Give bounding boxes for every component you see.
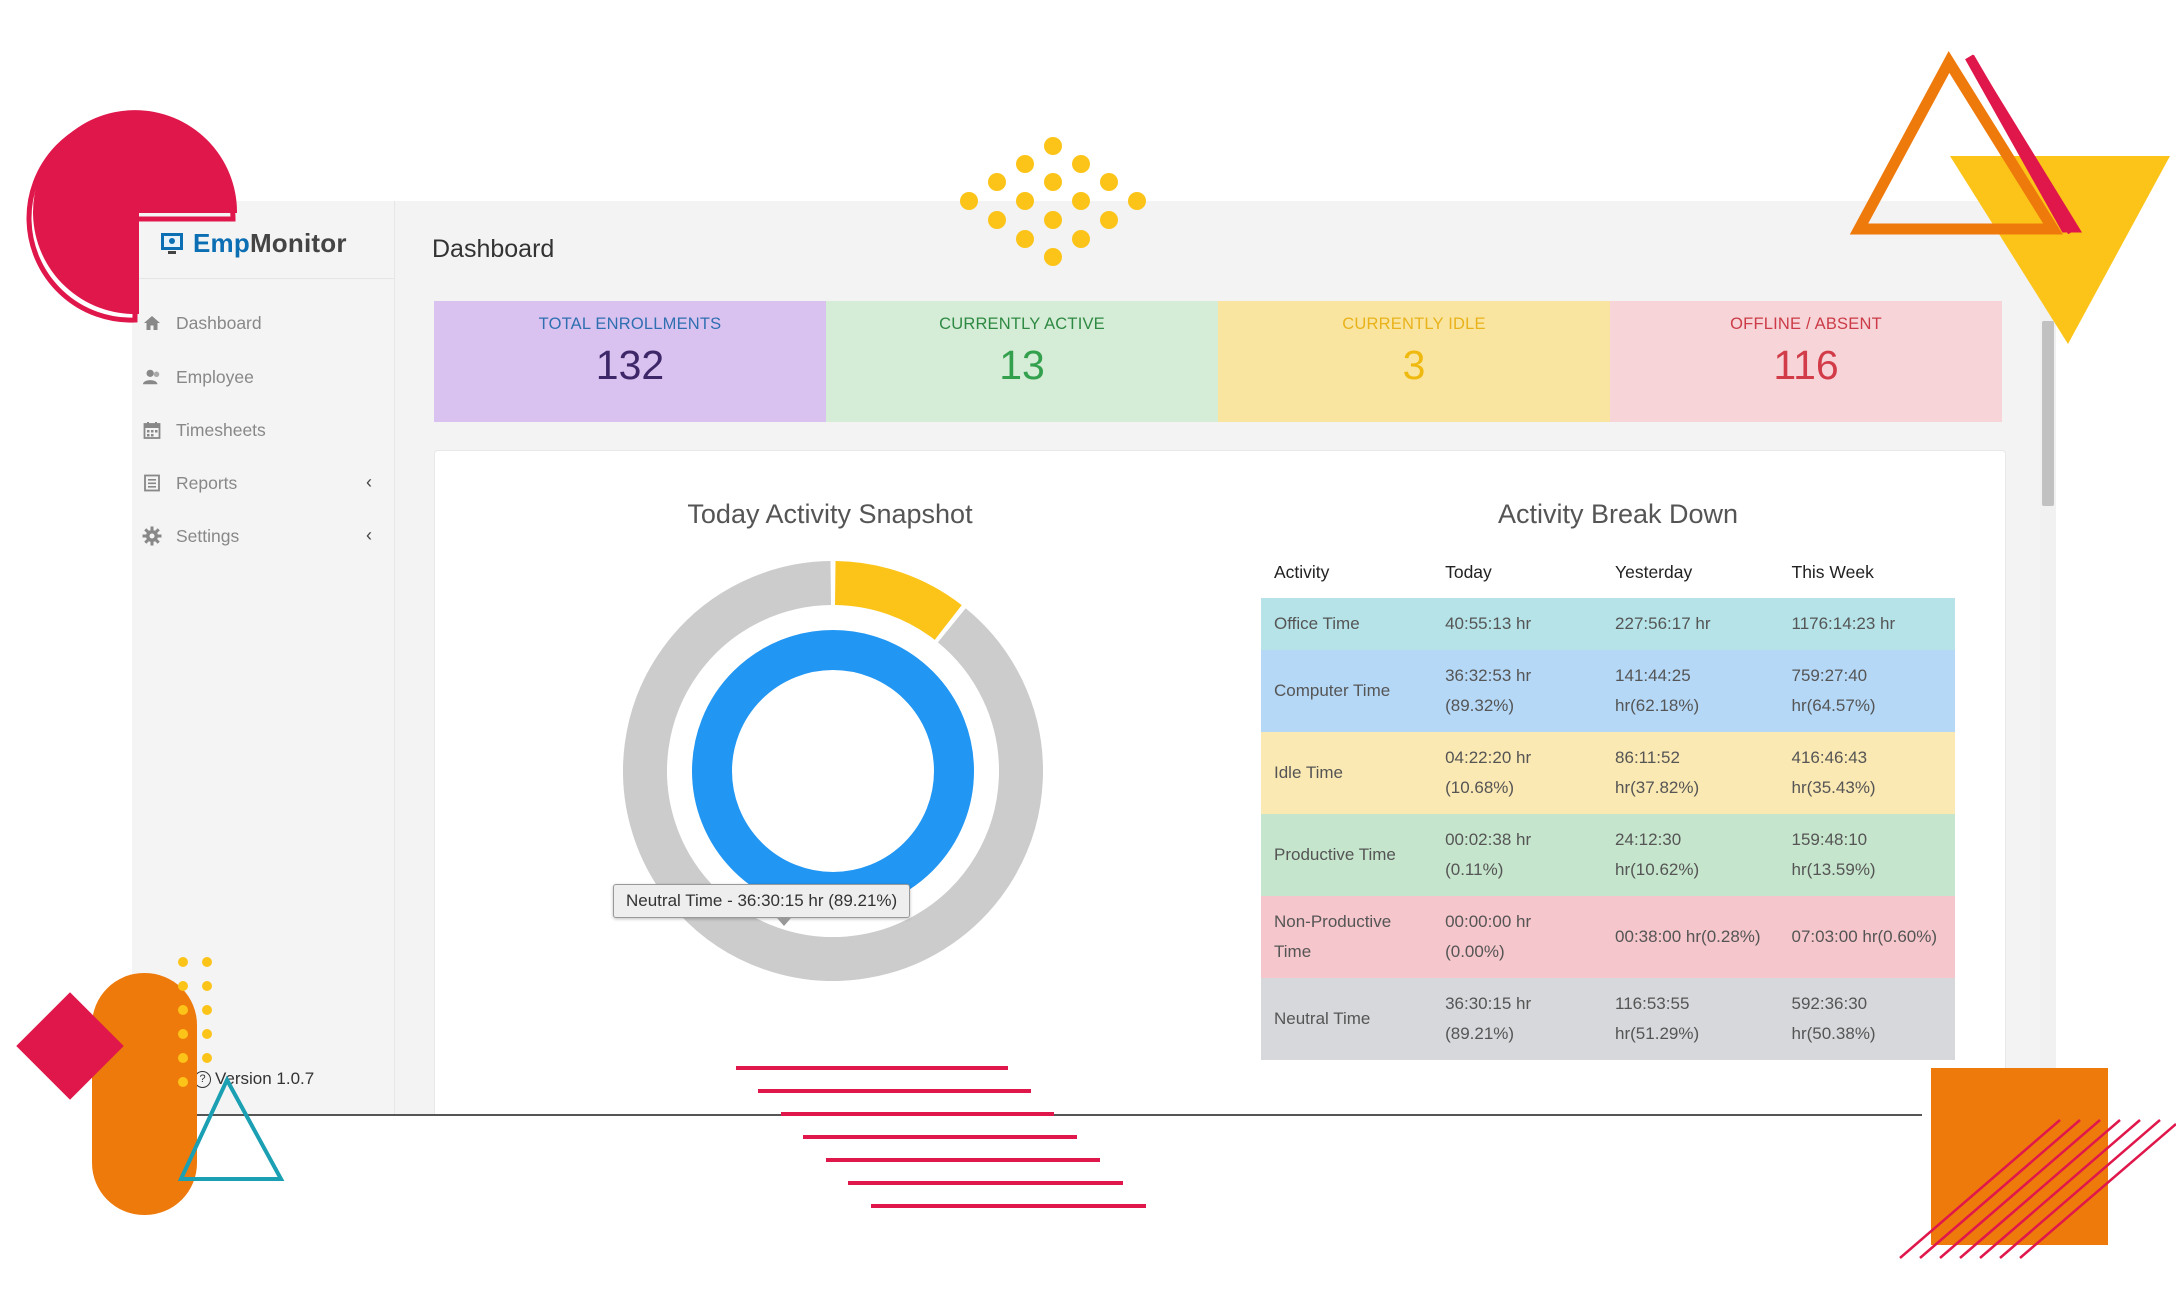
calendar-icon: [142, 420, 162, 440]
activity-panel: Today Activity Snapshot Neutral Time - 3…: [434, 450, 2006, 1115]
table-cell: 00:00:00 hr (0.00%): [1445, 912, 1532, 961]
version-info: ? Version 1.0.7: [194, 1069, 314, 1089]
stat-value: 13: [999, 342, 1045, 388]
scrollbar-thumb[interactable]: [2042, 321, 2054, 506]
sidebar-item-label: Employee: [176, 366, 254, 387]
table-row: Idle Time 04:22:20 hr (10.68%) 86:11:52 …: [1261, 732, 1955, 814]
table-cell: Idle Time: [1274, 763, 1343, 782]
table-cell: 416:46:43 hr(35.43%): [1791, 748, 1876, 797]
table-cell: 116:53:55 hr(51.29%): [1615, 994, 1700, 1043]
sidebar-divider: [132, 278, 394, 279]
table-cell: Computer Time: [1274, 681, 1391, 700]
stat-label: OFFLINE / ABSENT: [1730, 315, 1882, 333]
gear-icon: [142, 526, 162, 546]
table-cell: 592:36:30 hr(50.38%): [1791, 994, 1876, 1043]
column-header: Today: [1445, 561, 1492, 582]
home-icon: [142, 313, 162, 333]
breakdown-title: Activity Break Down: [1497, 499, 1739, 529]
chart-tooltip: Neutral Time - 36:30:15 hr (89.21%): [613, 884, 911, 918]
info-icon: ?: [194, 1070, 211, 1088]
sidebar-item-label: Reports: [176, 472, 238, 493]
donut-slice-computer-time[interactable]: [692, 630, 974, 912]
stat-card-currently-idle[interactable]: CURRENTLY IDLE 3: [1218, 301, 1610, 422]
brand-logo[interactable]: EmpMonitor: [160, 223, 347, 263]
chevron-left-icon[interactable]: ‹: [366, 525, 372, 545]
table-cell: 40:55:13 hr: [1445, 614, 1532, 633]
stat-card-currently-active[interactable]: CURRENTLY ACTIVE 13: [826, 301, 1218, 422]
sidebar-item-label: Dashboard: [176, 312, 262, 333]
table-cell: 36:32:53 hr (89.32%): [1445, 666, 1532, 715]
table-row: Neutral Time 36:30:15 hr (89.21%) 116:53…: [1261, 978, 1955, 1060]
table-cell: Office Time: [1274, 614, 1360, 633]
donut-slice-neutral-time[interactable]: [623, 561, 1043, 981]
page-title: Dashboard: [432, 235, 555, 263]
snapshot-title: Today Activity Snapshot: [687, 499, 973, 529]
table-cell: 36:30:15 hr (89.21%): [1445, 994, 1532, 1043]
baseline-divider: [132, 1114, 1922, 1116]
brand-name-part1: Emp: [193, 227, 250, 258]
table-row: Non-Productive Time 00:00:00 hr (0.00%) …: [1261, 896, 1955, 978]
chevron-left-icon[interactable]: ‹: [366, 472, 372, 492]
column-header: Yesterday: [1615, 561, 1693, 582]
app-window: EmpMonitor Dashboard Employee Timesheets: [132, 201, 2056, 1115]
brand-name-part2: Monitor: [249, 227, 347, 258]
users-icon: [142, 367, 162, 387]
logo-icon: [161, 233, 183, 254]
table-row: Computer Time 36:32:53 hr (89.32%) 141:4…: [1261, 650, 1955, 732]
stat-label: CURRENTLY IDLE: [1342, 315, 1486, 333]
table-cell: 1176:14:23 hr: [1791, 614, 1896, 633]
sidebar-item-reports[interactable]: Reports ‹: [142, 463, 382, 503]
table-cell: 24:12:30 hr(10.62%): [1615, 830, 1700, 879]
stat-value: 132: [595, 342, 665, 388]
table-row: Office Time 40:55:13 hr 227:56:17 hr 117…: [1261, 598, 1955, 650]
vertical-scrollbar[interactable]: [2040, 201, 2056, 1115]
brand-name: EmpMonitor: [193, 228, 347, 259]
table-cell: 00:38:00 hr(0.28%): [1615, 927, 1761, 946]
sidebar-item-label: Settings: [176, 525, 240, 546]
stat-card-offline-absent[interactable]: OFFLINE / ABSENT 116: [1610, 301, 2002, 422]
donut-slice-idle-time[interactable]: [834, 561, 962, 641]
stat-card-total-enrollments[interactable]: TOTAL ENROLLMENTS 132: [434, 301, 826, 422]
activity-donut-chart: [623, 561, 1043, 981]
stat-value: 3: [1402, 342, 1426, 388]
table-cell: 141:44:25 hr(62.18%): [1615, 666, 1700, 715]
table-cell: Neutral Time: [1274, 1009, 1371, 1028]
column-header: Activity: [1274, 561, 1330, 582]
version-label: Version 1.0.7: [215, 1069, 315, 1088]
sidebar: EmpMonitor Dashboard Employee Timesheets: [132, 201, 395, 1115]
table-cell: 00:02:38 hr (0.11%): [1445, 830, 1532, 879]
stat-label: CURRENTLY ACTIVE: [939, 315, 1105, 333]
table-cell: 759:27:40 hr(64.57%): [1791, 666, 1876, 715]
document-icon: [142, 473, 162, 493]
sidebar-item-dashboard[interactable]: Dashboard: [142, 303, 382, 343]
sidebar-item-settings[interactable]: Settings ‹: [142, 516, 382, 556]
stat-value: 116: [1773, 342, 1839, 388]
table-row: Productive Time 00:02:38 hr (0.11%) 24:1…: [1261, 814, 1955, 896]
tooltip-pointer: [777, 918, 791, 926]
table-cell: 07:03:00 hr(0.60%): [1791, 927, 1938, 946]
table-cell: 227:56:17 hr: [1615, 614, 1711, 633]
column-header: This Week: [1791, 561, 1874, 582]
sidebar-item-label: Timesheets: [176, 419, 266, 440]
table-cell: 86:11:52 hr(37.82%): [1615, 748, 1700, 797]
table-cell: Non-Productive Time: [1274, 912, 1392, 961]
sidebar-item-employee[interactable]: Employee: [142, 357, 382, 397]
sidebar-item-timesheets[interactable]: Timesheets: [142, 410, 382, 450]
table-cell: Productive Time: [1274, 845, 1396, 864]
main-content: Dashboard TOTAL ENROLLMENTS 132 CURRENTL…: [394, 201, 2056, 1115]
table-header-row: Activity Today Yesterday This Week: [1261, 546, 1955, 598]
table-cell: 04:22:20 hr (10.68%): [1445, 748, 1532, 797]
stat-label: TOTAL ENROLLMENTS: [538, 315, 722, 333]
breakdown-table: Activity Today Yesterday This Week Offic…: [1261, 546, 1955, 1060]
table-cell: 159:48:10 hr(13.59%): [1791, 830, 1876, 879]
